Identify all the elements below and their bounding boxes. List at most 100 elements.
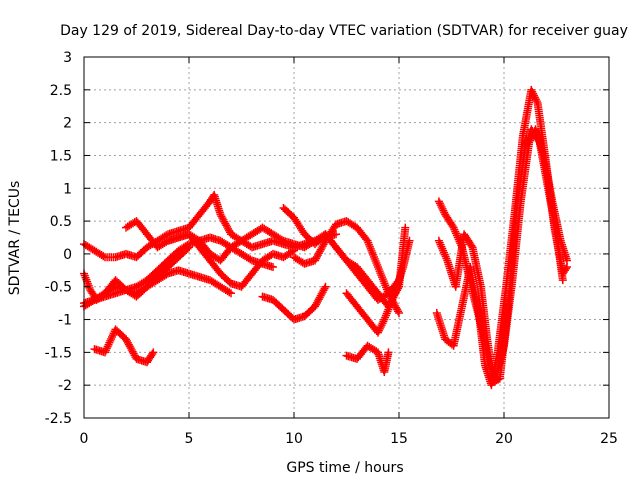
- data-point: [467, 241, 476, 250]
- data-points: [80, 85, 571, 390]
- data-point: [311, 254, 320, 263]
- data-point: [558, 276, 567, 285]
- data-point: [185, 243, 193, 252]
- data-point: [246, 255, 255, 264]
- data-point: [395, 308, 403, 317]
- data-point: [529, 89, 538, 98]
- data-point: [269, 263, 277, 272]
- data-point: [225, 226, 234, 235]
- plot-frame: [83, 56, 610, 419]
- y-tick-label: 2.5: [50, 83, 72, 99]
- data-point: [561, 264, 570, 273]
- data-point: [312, 298, 321, 307]
- data-point: [277, 235, 286, 244]
- data-point: [528, 87, 537, 96]
- x-tick-label: 5: [185, 431, 194, 447]
- x-axis-label: GPS time / hours: [286, 460, 403, 476]
- data-point: [102, 344, 111, 353]
- data-point: [148, 350, 157, 359]
- data-point: [108, 333, 116, 342]
- data-point: [311, 256, 319, 265]
- data-point: [162, 237, 171, 246]
- data-point: [149, 348, 158, 357]
- data-point: [448, 222, 457, 231]
- data-point: [378, 319, 387, 328]
- y-tick-label: 1.5: [50, 148, 72, 164]
- data-point: [227, 289, 235, 298]
- data-point: [436, 201, 445, 210]
- data-point: [129, 349, 138, 358]
- data-point: [530, 91, 538, 100]
- data-point: [162, 270, 171, 279]
- data-point: [374, 326, 383, 335]
- data-point: [311, 300, 320, 309]
- y-tick-label: 0.5: [50, 214, 72, 230]
- x-tick-labels: 0 5 10 15 20 25: [80, 431, 618, 447]
- series-trace-12: [342, 236, 414, 337]
- x-tick-label: 10: [285, 431, 303, 447]
- series-trace-15: [434, 125, 567, 386]
- data-point: [317, 243, 326, 252]
- x-tick-label: 20: [495, 431, 513, 447]
- data-point: [103, 342, 112, 351]
- data-point: [312, 252, 321, 261]
- data-point: [313, 251, 322, 260]
- data-point: [530, 93, 539, 102]
- data-point: [439, 206, 448, 215]
- data-point: [321, 282, 330, 291]
- y-tick-label: 2: [63, 116, 72, 132]
- data-point: [223, 223, 232, 232]
- data-point: [374, 328, 382, 337]
- y-tick-label: -1: [58, 313, 72, 329]
- data-point: [218, 214, 227, 223]
- data-point: [216, 210, 225, 219]
- data-point: [224, 224, 233, 233]
- data-point: [438, 204, 447, 213]
- axis-ticks: [83, 56, 610, 419]
- data-point: [377, 321, 386, 330]
- data-point: [527, 85, 536, 94]
- data-point: [314, 295, 323, 304]
- y-axis-label: SDTVAR / TECUs: [7, 181, 23, 296]
- x-tick-label: 25: [600, 431, 618, 447]
- data-point: [127, 345, 136, 354]
- y-tick-labels: -2.5 -2 -1.5 -1 -0.5 0 0.5 1 1.5 2 2.5 3: [45, 50, 72, 427]
- y-tick-label: 0: [63, 247, 72, 263]
- x-tick-label: 0: [80, 431, 89, 447]
- chart-title: Day 129 of 2019, Sidereal Day-to-day VTE…: [60, 23, 628, 39]
- data-point: [313, 297, 322, 306]
- y-tick-label: -0.5: [45, 280, 72, 296]
- data-point: [222, 221, 231, 230]
- y-tick-label: -2.5: [45, 411, 72, 427]
- data-point: [107, 334, 116, 343]
- data-point: [220, 217, 229, 226]
- data-point: [320, 284, 329, 293]
- data-point: [394, 307, 403, 316]
- y-tick-label: 1: [63, 181, 72, 197]
- data-point: [384, 348, 393, 357]
- y-tick-label: 3: [63, 50, 72, 66]
- data-point: [311, 302, 319, 311]
- data-point: [376, 323, 385, 332]
- data-point: [124, 340, 133, 349]
- data-point: [314, 249, 323, 258]
- y-tick-label: -1.5: [45, 345, 72, 361]
- data-point: [128, 347, 137, 356]
- data-point: [125, 342, 134, 351]
- data-point: [405, 236, 414, 245]
- data-point: [316, 245, 325, 254]
- data-point: [375, 324, 384, 333]
- data-point: [435, 199, 444, 208]
- series-trace-10: [290, 217, 403, 317]
- data-point: [101, 348, 109, 357]
- data-point: [317, 289, 326, 298]
- data-point: [534, 136, 543, 145]
- data-point: [123, 338, 132, 347]
- data-point: [106, 336, 115, 345]
- data-point: [393, 305, 402, 314]
- data-point: [288, 247, 297, 256]
- data-point: [315, 293, 324, 302]
- data-point: [392, 303, 401, 312]
- data-point: [219, 215, 228, 224]
- data-point: [316, 291, 325, 300]
